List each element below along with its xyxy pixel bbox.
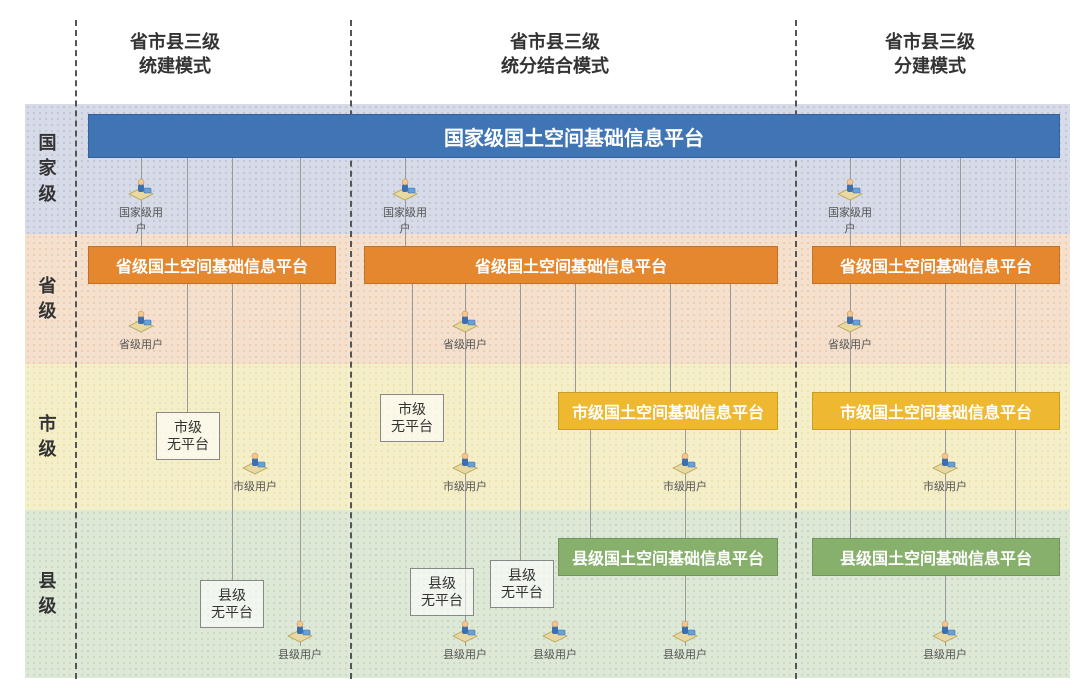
diagram-stage: 国家级省级市级县级 省市县三级统建模式 省市县三级统分结合模式 省市县三级分建模式国家…	[0, 0, 1080, 689]
user-icon-province: 省级用户	[440, 310, 490, 352]
level-label-county: 县级	[25, 510, 70, 678]
column-header-1: 省市县三级统分结合模式	[485, 30, 625, 79]
connector-line	[900, 158, 901, 246]
user-icon-national: 国家级用户	[380, 178, 430, 236]
user-icon-national: 国家级用户	[116, 178, 166, 236]
level-label-city: 市级	[25, 364, 70, 510]
connector-line	[187, 158, 188, 412]
connector-line	[520, 284, 521, 560]
user-icon-province: 省级用户	[825, 310, 875, 352]
user-icon-county: 县级用户	[440, 620, 490, 662]
user-icon-province: 省级用户	[116, 310, 166, 352]
connector-line	[590, 430, 591, 538]
connector-line	[1015, 158, 1016, 246]
user-icon-city: 市级用户	[920, 452, 970, 494]
column-header-0: 省市县三级统建模式	[105, 30, 245, 79]
platform-province-0: 省级国土空间基础信息平台	[88, 246, 336, 284]
platform-city-1: 市级国土空间基础信息平台	[812, 392, 1060, 430]
platform-city-0: 市级国土空间基础信息平台	[558, 392, 778, 430]
connector-line	[730, 284, 731, 392]
connector-line	[960, 158, 961, 246]
platform-national: 国家级国土空间基础信息平台	[88, 114, 1060, 158]
user-icon-national: 国家级用户	[825, 178, 875, 236]
user-icon-city: 市级用户	[230, 452, 280, 494]
no-platform-box-2: 县级无平台	[200, 580, 264, 628]
connector-line	[740, 430, 741, 538]
column-header-2: 省市县三级分建模式	[860, 30, 1000, 79]
user-icon-county: 县级用户	[920, 620, 970, 662]
column-divider-0	[75, 20, 77, 679]
user-icon-city: 市级用户	[440, 452, 490, 494]
platform-province-2: 省级国土空间基础信息平台	[812, 246, 1060, 284]
platform-county-1: 县级国土空间基础信息平台	[812, 538, 1060, 576]
level-label-province: 省级	[25, 234, 70, 364]
connector-line	[1015, 284, 1016, 392]
platform-province-1: 省级国土空间基础信息平台	[364, 246, 778, 284]
connector-line	[412, 284, 413, 394]
level-label-national: 国家级	[25, 104, 70, 234]
connector-line	[575, 284, 576, 392]
no-platform-box-0: 市级无平台	[156, 412, 220, 460]
user-icon-county: 县级用户	[660, 620, 710, 662]
user-icon-county: 县级用户	[530, 620, 580, 662]
connector-line	[1015, 430, 1016, 538]
connector-line	[232, 158, 233, 580]
platform-county-0: 县级国土空间基础信息平台	[558, 538, 778, 576]
no-platform-box-1: 市级无平台	[380, 394, 444, 442]
no-platform-box-3: 县级无平台	[410, 568, 474, 616]
connector-line	[300, 158, 301, 646]
connector-line	[670, 284, 671, 392]
connector-line	[850, 430, 851, 538]
no-platform-box-4: 县级无平台	[490, 560, 554, 608]
connector-line	[945, 284, 946, 392]
user-icon-county: 县级用户	[275, 620, 325, 662]
user-icon-city: 市级用户	[660, 452, 710, 494]
